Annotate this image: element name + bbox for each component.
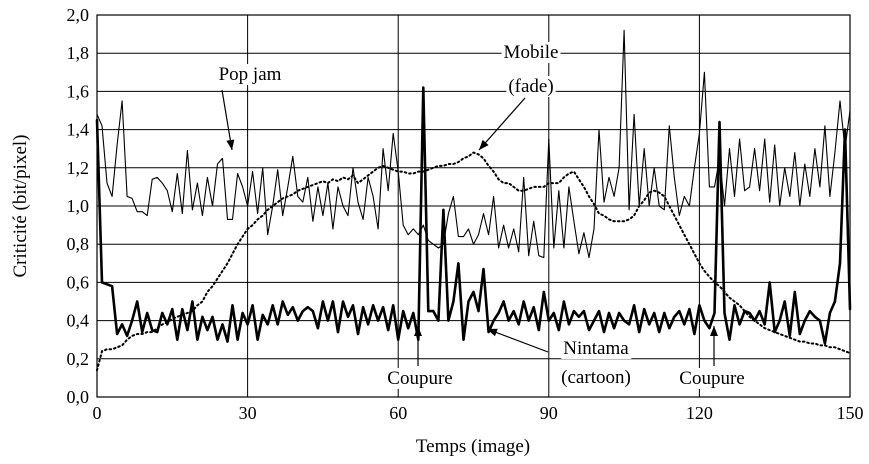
y-tick-label: 0,2 bbox=[67, 349, 90, 369]
annotation-mobile2: (fade) bbox=[508, 76, 553, 97]
annotation-mobile1: Mobile bbox=[504, 42, 559, 63]
y-tick-label: 0,0 bbox=[67, 387, 90, 407]
y-tick-label: 0,4 bbox=[67, 311, 90, 331]
annotation-nintama1: Nintama bbox=[563, 338, 629, 359]
annotation-background bbox=[506, 76, 556, 97]
annotation-background bbox=[559, 367, 633, 388]
y-tick-label: 0,8 bbox=[67, 234, 90, 254]
annotation-background bbox=[561, 338, 632, 359]
x-tick-label: 0 bbox=[93, 403, 102, 423]
y-tick-label: 1,0 bbox=[67, 196, 90, 216]
annotation-background bbox=[385, 368, 455, 389]
x-tick-label: 150 bbox=[837, 403, 864, 423]
x-axis-title: Temps (image) bbox=[416, 436, 530, 457]
y-tick-label: 2,0 bbox=[67, 5, 90, 25]
pop-jam-arrow-head bbox=[226, 139, 235, 150]
x-tick-label: 60 bbox=[389, 403, 407, 423]
tick-labels: 0,0 0,2 0,4 0,6 0,8 1,0 1,2 1,4 1,6 1,8 2,0 0 30 60 90… bbox=[67, 5, 864, 423]
annotation-pop: Pop jam bbox=[219, 64, 282, 85]
nintama-arrow-head bbox=[487, 328, 498, 337]
annotations: Pop jam Mobile (fade) Coupure Nintama (cartoo… bbox=[216, 42, 747, 389]
y-tick-label: 0,6 bbox=[67, 272, 90, 292]
y-tick-label: 1,2 bbox=[67, 158, 90, 178]
y-axis-title: Criticité (bit/pixel) bbox=[10, 135, 31, 278]
mobile-fade-series-line bbox=[96, 151, 851, 372]
pop-jam-arrow bbox=[221, 89, 233, 151]
annotation-nintama2: (cartoon) bbox=[561, 367, 631, 388]
annotation-background bbox=[501, 42, 561, 63]
x-tick-label: 120 bbox=[686, 403, 713, 423]
annotation-coupure1: Coupure bbox=[387, 368, 452, 389]
y-tick-label: 1,8 bbox=[67, 43, 90, 63]
series-lines bbox=[95, 29, 852, 372]
x-tick-label: 90 bbox=[540, 403, 558, 423]
annotation-coupure2: Coupure bbox=[679, 368, 744, 389]
annotation-background bbox=[216, 64, 284, 85]
plot-frame bbox=[96, 14, 851, 398]
nintama-arrow bbox=[486, 328, 549, 353]
mobile-arrow-head bbox=[479, 139, 489, 150]
y-tick-label: 1,4 bbox=[67, 120, 90, 140]
coupure-arrow-2-head bbox=[710, 326, 718, 336]
x-tick-label: 30 bbox=[239, 403, 257, 423]
y-tick-label: 1,6 bbox=[67, 81, 90, 101]
pop-jam-series-line bbox=[96, 29, 851, 259]
mobile-arrow bbox=[478, 97, 526, 151]
annotation-background bbox=[677, 368, 747, 389]
coupure-arrow-1-head bbox=[414, 326, 422, 336]
nintama-cartoon-series-line bbox=[95, 86, 852, 345]
grid-lines bbox=[96, 14, 851, 398]
